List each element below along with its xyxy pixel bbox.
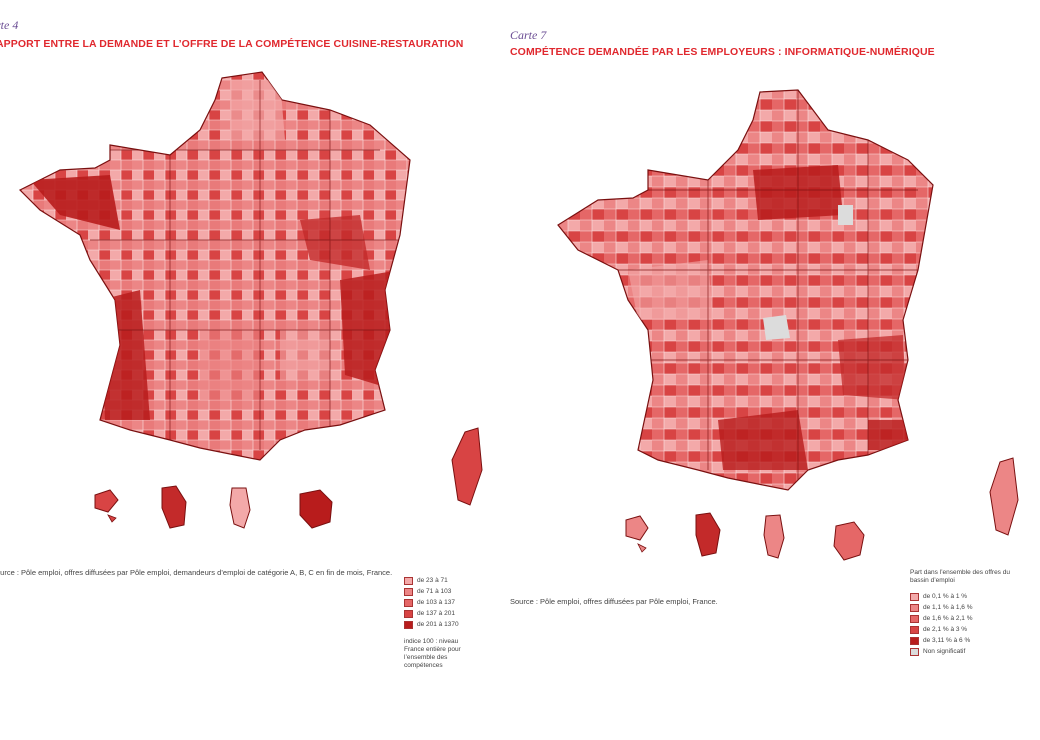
legend-label: de 71 à 103 [417,588,452,595]
right-legend-item-3: de 1,6 % à 2,1 % [910,613,1020,624]
legend-swatch [910,647,919,656]
left-source: ource : Pôle emploi, offres diffusées pa… [0,568,393,577]
legend-swatch [404,598,413,607]
right-carte-label: Carte 7 [510,28,547,42]
legend-swatch [404,587,413,596]
left-map-title: APPORT ENTRE LA DEMANDE ET L’OFFRE DE LA… [0,38,464,50]
right-legend-item-6: Non significatif [910,646,1020,657]
left-legend-item-1: de 23 à 71 [404,575,478,586]
right-legend-title: Part dans l’ensemble des offres du bassi… [910,569,1010,584]
left-legend-item-3: de 103 à 137 [404,597,478,608]
right-legend-item-5: de 3,11 % à 6 % [910,635,1020,646]
legend-label: de 3,11 % à 6 % [923,637,971,644]
left-legend-item-2: de 71 à 103 [404,586,478,597]
legend-swatch [910,625,919,634]
right-legend-item-2: de 1,1 % à 1,6 % [910,602,1020,613]
left-france-map [18,71,483,529]
legend-swatch [910,603,919,612]
right-source: Source : Pôle emploi, offres diffusées p… [510,597,718,606]
right-legend-item-1: de 0,1 % à 1 % [910,591,1020,602]
legend-label: de 103 à 137 [417,599,455,606]
legend-swatch [910,592,919,601]
right-france-map [557,89,1019,561]
right-map-panel: Carte 7 COMPÉTENCE DEMANDÉE PAR LES EMPL… [508,0,1040,740]
right-legend-item-4: de 2,1 % à 3 % [910,624,1020,635]
legend-label: de 1,1 % à 1,6 % [923,604,973,611]
legend-swatch [404,620,413,629]
right-map-title: COMPÉTENCE DEMANDÉE PAR LES EMPLOYEURS :… [510,46,935,58]
left-legend-note: indice 100 : niveau France entière pour … [404,638,461,669]
legend-label: de 2,1 % à 3 % [923,626,968,633]
left-carte-label: rte 4 [0,18,19,32]
legend-label: de 0,1 % à 1 % [923,593,968,600]
legend-swatch [404,609,413,618]
left-legend: de 23 à 71 de 71 à 103 de 103 à 137 de 1… [404,575,478,670]
left-legend-item-5: de 201 à 1370 [404,619,478,630]
left-map-panel: rte 4 APPORT ENTRE LA DEMANDE ET L’OFFRE… [0,0,500,740]
legend-label: de 1,6 % à 2,1 % [923,615,973,622]
legend-label: de 201 à 1370 [417,621,459,628]
legend-swatch [404,576,413,585]
right-legend: Part dans l’ensemble des offres du bassi… [910,569,1020,657]
legend-swatch [910,614,919,623]
left-legend-item-4: de 137 à 201 [404,608,478,619]
legend-label: Non significatif [923,648,966,655]
legend-label: de 137 à 201 [417,610,455,617]
legend-label: de 23 à 71 [417,577,448,584]
legend-swatch [910,636,919,645]
